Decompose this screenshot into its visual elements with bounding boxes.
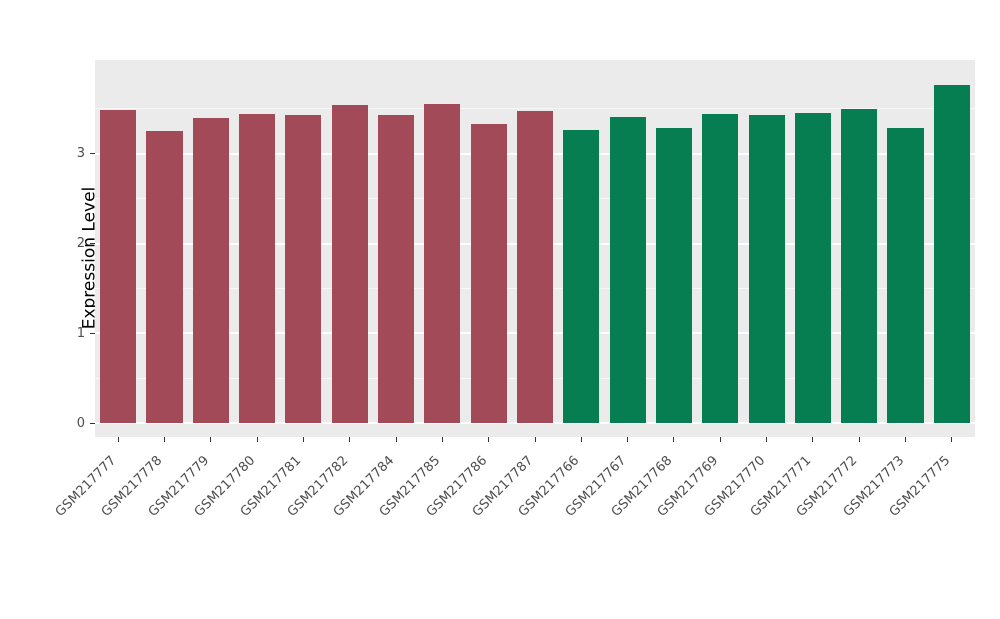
minor-gridline <box>95 108 975 110</box>
x-tick-mark <box>302 437 304 442</box>
bar <box>933 84 970 423</box>
bar <box>563 130 600 423</box>
bar <box>377 115 415 423</box>
y-tick-label: 3 <box>76 146 85 162</box>
y-tick-label: 0 <box>76 415 85 431</box>
y-tick-mark <box>90 422 95 424</box>
bar <box>470 124 507 423</box>
x-tick-mark <box>534 437 536 442</box>
bar <box>100 109 137 423</box>
x-tick-mark <box>627 437 629 442</box>
bar <box>702 114 739 423</box>
y-tick-mark <box>90 243 95 244</box>
y-tick-label: 2 <box>76 236 85 251</box>
bar <box>239 114 276 423</box>
major-gridline <box>95 422 975 424</box>
bar <box>516 110 554 423</box>
y-tick-mark <box>90 153 95 155</box>
bar <box>655 127 692 423</box>
x-tick-mark <box>441 437 443 442</box>
x-tick-mark <box>673 437 675 442</box>
x-tick-mark <box>256 437 258 442</box>
bar <box>887 127 924 423</box>
bar <box>192 117 229 423</box>
x-tick-mark <box>951 437 953 442</box>
x-tick-mark <box>395 437 397 442</box>
bar <box>841 108 878 423</box>
bar <box>609 116 646 423</box>
x-tick-mark <box>858 437 860 442</box>
x-tick-mark <box>719 437 721 442</box>
plot-panel <box>95 60 975 437</box>
bar <box>794 112 831 423</box>
x-tick-mark <box>812 437 814 442</box>
y-tick-label: 1 <box>76 325 85 341</box>
x-tick-mark <box>349 437 351 442</box>
x-tick-mark <box>163 437 165 442</box>
bar <box>748 115 785 423</box>
x-tick-mark <box>488 437 490 442</box>
bar <box>331 105 368 423</box>
x-tick-mark <box>905 437 907 442</box>
bar <box>424 104 461 423</box>
x-tick-mark <box>766 437 768 442</box>
bar <box>146 131 183 423</box>
x-tick-mark <box>580 437 582 442</box>
x-tick-mark <box>210 437 212 442</box>
y-tick-mark <box>90 332 95 334</box>
bar <box>285 115 322 423</box>
x-tick-mark <box>117 437 119 442</box>
